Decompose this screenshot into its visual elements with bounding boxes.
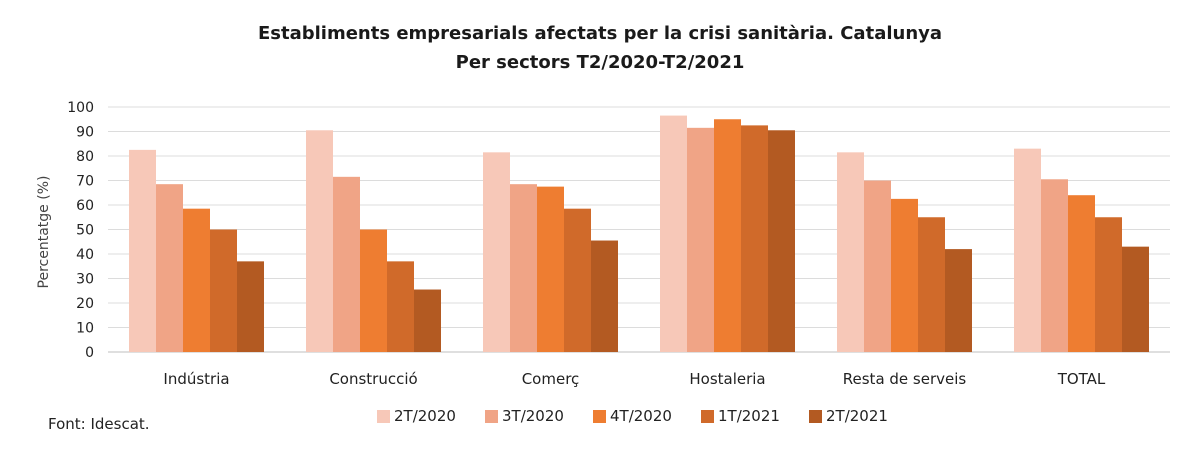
bar [483,152,510,352]
legend-label: 2T/2021 [826,407,888,425]
y-tick-label: 30 [76,272,94,288]
y-tick-label: 80 [76,149,94,165]
x-tick-label: TOTAL [1057,370,1106,388]
bar [1122,246,1149,352]
bar [768,130,795,352]
legend-swatch [701,410,714,423]
bar [306,130,333,352]
legend-swatch [593,410,606,423]
bar [741,125,768,352]
bar [537,186,564,352]
legend-label: 3T/2020 [502,407,564,425]
y-axis-label: Percentatge (%) [36,176,52,289]
bar [1014,148,1041,352]
source-note: Font: Idescat. [48,415,150,433]
x-tick-label: Hostaleria [689,370,765,388]
legend-label: 2T/2020 [394,407,456,425]
legend-label: 4T/2020 [610,407,672,425]
y-tick-label: 20 [76,296,94,312]
bar [591,240,618,352]
bar [1041,179,1068,352]
bar [129,149,156,352]
y-tick-label: 40 [76,247,94,263]
bar [360,229,387,352]
legend-swatch [377,410,390,423]
bar [837,152,864,352]
bar [918,217,945,352]
bar [1095,217,1122,352]
chart-subtitle: Per sectors T2/2020-T2/2021 [455,52,745,73]
y-tick-label: 70 [76,174,94,190]
y-tick-label: 10 [76,321,94,337]
bar [333,176,360,352]
x-tick-label: Resta de serveis [843,370,967,388]
y-axis-ticks: 0 10 20 30 40 50 60 70 80 90 100 [67,100,94,361]
legend-swatch [809,410,822,423]
x-tick-label: Comerç [522,370,580,388]
y-tick-label: 100 [67,100,94,116]
bar [660,115,687,352]
x-tick-label: Indústria [163,370,229,388]
y-tick-label: 50 [76,223,94,239]
bar [210,229,237,352]
bar [564,208,591,352]
gridlines [108,106,1170,353]
bar [864,180,891,352]
bar [156,184,183,352]
bar [183,208,210,352]
bars [129,115,1149,352]
bar [945,249,972,352]
x-tick-label: Construcció [329,370,417,388]
chart-title: Establiments empresarials afectats per l… [257,23,943,44]
bar [891,198,918,352]
y-tick-label: 0 [85,345,94,361]
bar [237,261,264,352]
bar [414,289,441,352]
bar [687,127,714,352]
y-tick-label: 90 [76,125,94,141]
legend-label: 1T/2021 [718,407,780,425]
bar [387,261,414,352]
bar [510,184,537,352]
y-tick-label: 60 [76,198,94,214]
legend: 2T/2020 3T/2020 4T/2020 1T/2021 2T/2021 [377,407,888,425]
legend-swatch [485,410,498,423]
bar [714,119,741,352]
bar [1068,195,1095,352]
x-axis-ticks: Indústria Construcció Comerç Hostaleria Rest… [163,370,1106,388]
